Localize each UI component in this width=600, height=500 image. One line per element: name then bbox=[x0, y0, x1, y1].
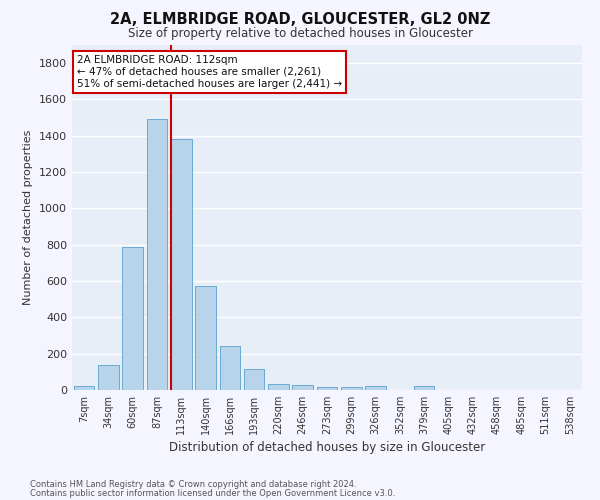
Bar bbox=[365, 386, 386, 390]
Bar bbox=[122, 246, 143, 390]
Bar bbox=[74, 386, 94, 390]
Bar bbox=[195, 286, 216, 390]
Bar bbox=[220, 346, 240, 390]
Bar bbox=[171, 138, 191, 390]
Bar bbox=[268, 384, 289, 390]
Bar bbox=[292, 386, 313, 390]
Text: Contains public sector information licensed under the Open Government Licence v3: Contains public sector information licen… bbox=[30, 488, 395, 498]
Bar bbox=[244, 369, 265, 390]
Bar bbox=[414, 386, 434, 390]
Bar bbox=[98, 366, 119, 390]
Bar bbox=[341, 388, 362, 390]
Text: Contains HM Land Registry data © Crown copyright and database right 2024.: Contains HM Land Registry data © Crown c… bbox=[30, 480, 356, 489]
Text: Size of property relative to detached houses in Gloucester: Size of property relative to detached ho… bbox=[128, 28, 473, 40]
Y-axis label: Number of detached properties: Number of detached properties bbox=[23, 130, 34, 305]
Text: 2A, ELMBRIDGE ROAD, GLOUCESTER, GL2 0NZ: 2A, ELMBRIDGE ROAD, GLOUCESTER, GL2 0NZ bbox=[110, 12, 490, 28]
Bar bbox=[317, 388, 337, 390]
X-axis label: Distribution of detached houses by size in Gloucester: Distribution of detached houses by size … bbox=[169, 441, 485, 454]
Bar bbox=[146, 120, 167, 390]
Text: 2A ELMBRIDGE ROAD: 112sqm
← 47% of detached houses are smaller (2,261)
51% of se: 2A ELMBRIDGE ROAD: 112sqm ← 47% of detac… bbox=[77, 56, 342, 88]
